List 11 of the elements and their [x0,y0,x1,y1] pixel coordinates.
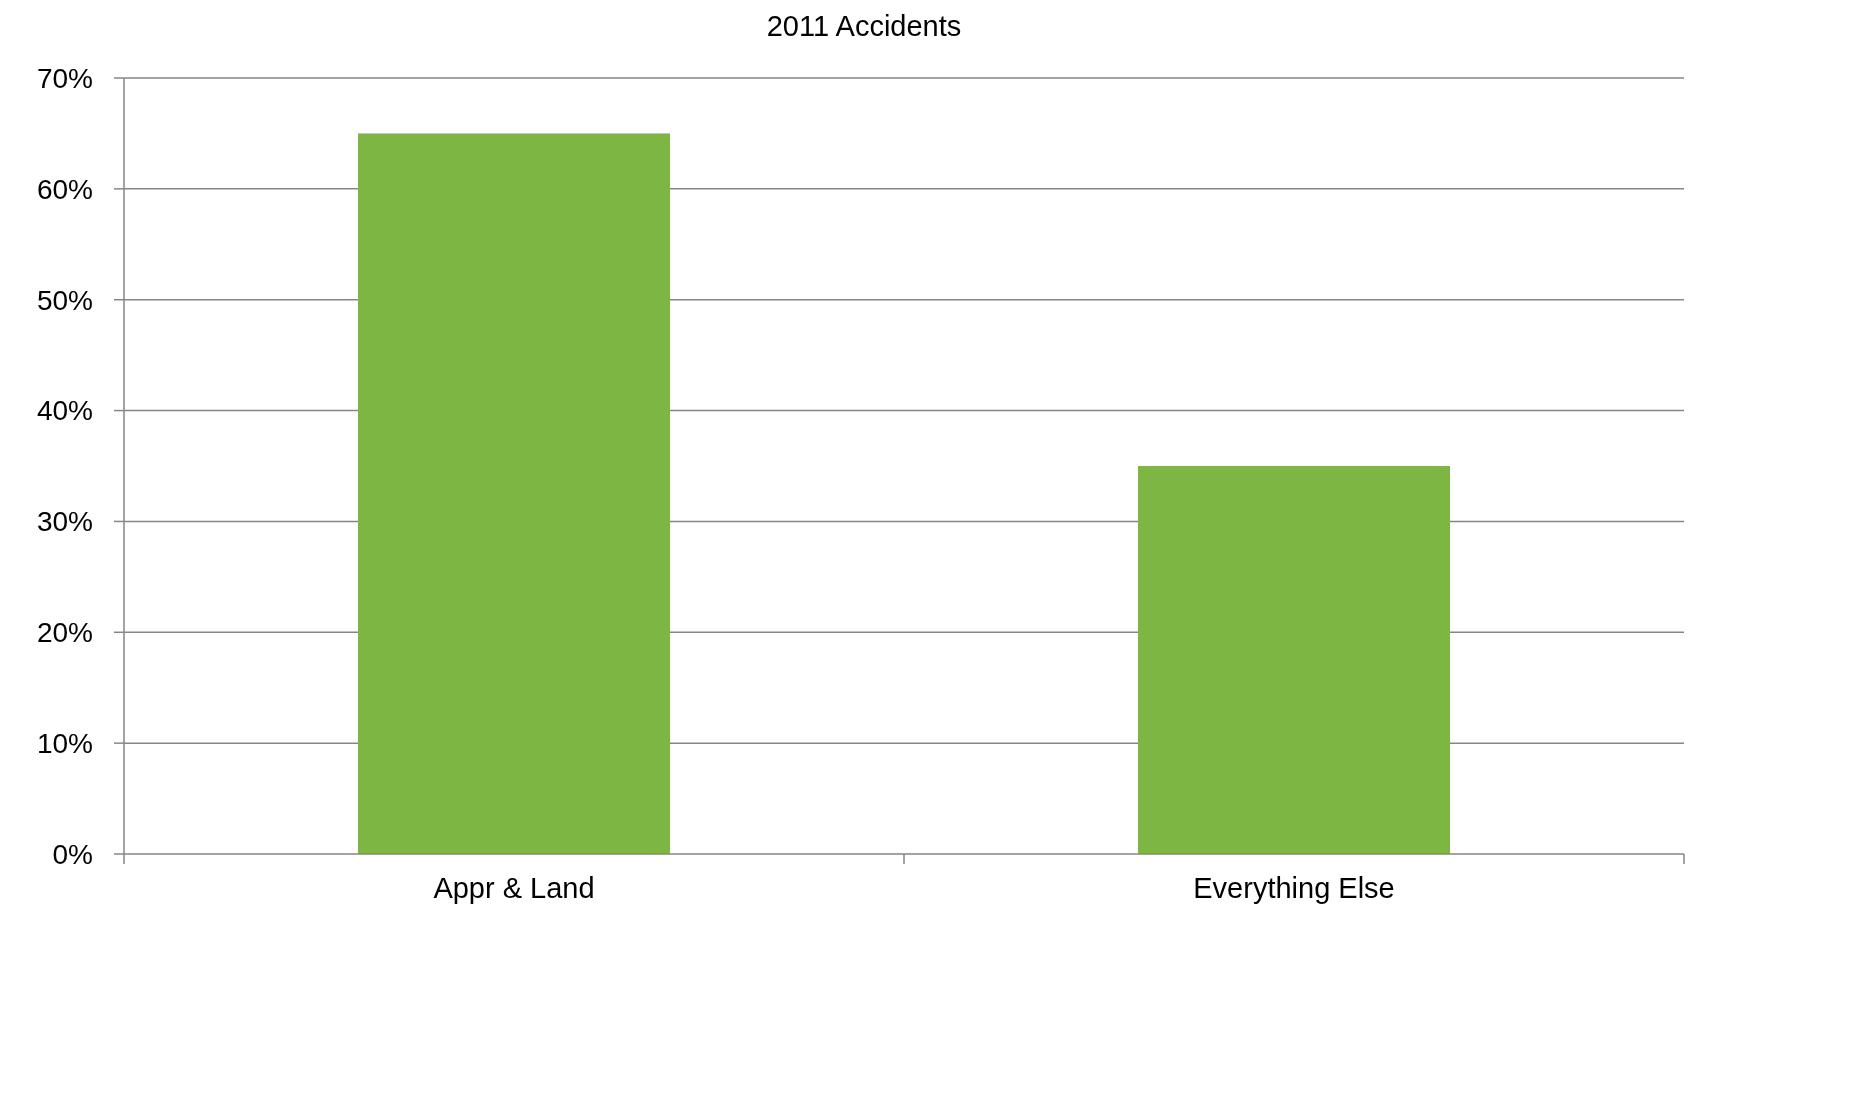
y-tick-label: 10% [36,727,93,759]
x-tick-label: Appr & Land [433,872,595,904]
y-tick-label: 20% [36,617,93,649]
chart-title: 2011 Accidents [766,10,962,42]
y-tick-label: 70% [36,62,93,94]
y-tick-label: 60% [36,173,93,205]
y-tick-label: 0% [52,838,93,870]
y-tick-label: 50% [36,284,93,316]
y-tick-label: 40% [36,395,93,427]
y-tick-label: 30% [36,506,93,538]
x-tick-label: Everything Else [1193,872,1395,904]
